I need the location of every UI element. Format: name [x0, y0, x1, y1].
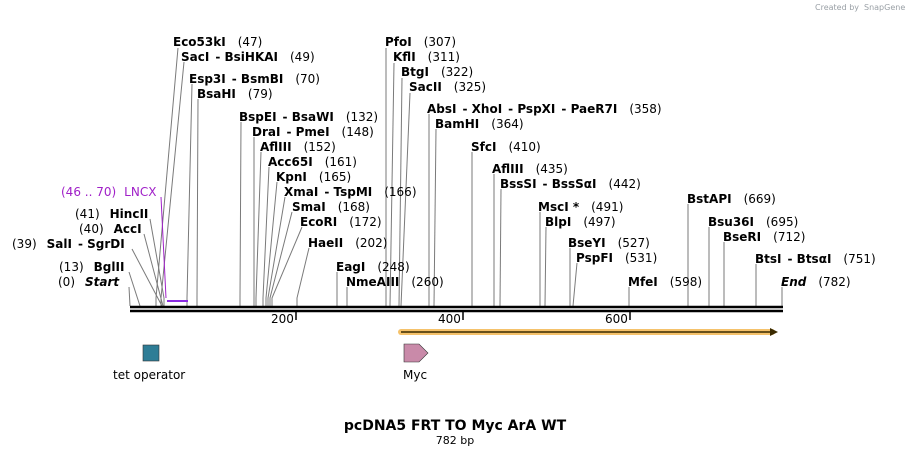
map-title: pcDNA5 FRT TO Myc ArA WT: [344, 418, 567, 434]
connector-bsssi: [499, 188, 502, 307]
connector-sacii: [400, 92, 411, 307]
primer-label-lncx[interactable]: (46 .. 70) LNCX: [61, 185, 156, 199]
connector-afliii-1: [255, 151, 262, 306]
site-bsahi[interactable]: BsaHI (79): [197, 87, 273, 101]
site-saci-bsihkai[interactable]: SacI - BsiHKAI (49): [181, 50, 315, 64]
site-afliii-2[interactable]: AflIII (435): [492, 162, 568, 176]
primer-name: LNCX: [124, 185, 156, 199]
site-bseri[interactable]: BseRI (712): [723, 230, 805, 244]
connector-eco53ki: [155, 47, 179, 306]
primer-connector: [160, 196, 167, 299]
connector-blpi: [544, 226, 547, 307]
site-btsi-btsai[interactable]: BtsI - BtsαI (751): [755, 252, 876, 266]
connector-xmai: [267, 196, 286, 306]
site-blpi[interactable]: BlpI (497): [545, 215, 616, 229]
site-smai[interactable]: SmaI (168): [292, 200, 370, 214]
connector-hincii: [149, 218, 165, 306]
site-btgi[interactable]: BtgI (322): [401, 65, 473, 79]
tick-label-600: 600: [605, 312, 628, 326]
site-bamhi[interactable]: BamHI (364): [435, 117, 524, 131]
connector-smai: [269, 211, 293, 306]
primer-range: (46 .. 70): [61, 185, 116, 199]
site-esp3i-bsmbi[interactable]: Esp3I - BsmBI (70): [189, 72, 320, 86]
site-xmai-tspmi[interactable]: XmaI - TspMI (166): [284, 185, 417, 199]
site-pfoi[interactable]: PfoI (307): [385, 35, 456, 49]
connector-btgi: [398, 77, 403, 307]
site-bsssi-bsssai[interactable]: BssSI - BssSαI (442): [500, 177, 641, 191]
feature-tet-operator-box[interactable]: [142, 344, 160, 362]
connector-start: [128, 286, 131, 307]
site-ecori[interactable]: EcoRI (172): [300, 215, 382, 229]
tick-label-200: 200: [271, 312, 294, 326]
connector-bsahi: [196, 98, 199, 306]
map-length: 782 bp: [436, 434, 474, 447]
site-bstapi[interactable]: BstAPI (669): [687, 192, 776, 206]
feature-label-myc: Myc: [403, 368, 427, 382]
connector-ecori: [271, 226, 303, 306]
connector-kpni: [265, 181, 278, 306]
site-bglii[interactable]: (13) BglII: [59, 260, 124, 274]
site-haeii[interactable]: HaeII (202): [308, 236, 388, 250]
feature-label-tet-operator: tet operator: [113, 368, 185, 382]
connector-bspei: [239, 121, 242, 306]
feature-myc-arrow[interactable]: [403, 343, 429, 363]
connector-kfli: [389, 62, 395, 307]
connector-esp3i: [186, 83, 193, 306]
site-eagi[interactable]: EagI (248): [336, 260, 410, 274]
connector-pspfi: [572, 262, 578, 307]
site-sfci[interactable]: SfcI (410): [471, 140, 541, 154]
site-msci[interactable]: MscI * (491): [538, 200, 623, 214]
site-sali-sgrdi[interactable]: (39) SalI - SgrDI: [12, 237, 125, 251]
connector-bamhi: [433, 128, 437, 307]
site-afliii[interactable]: AflIII (152): [260, 140, 336, 154]
site-bsu36i[interactable]: Bsu36I (695): [708, 215, 798, 229]
site-bseyi[interactable]: BseYI (527): [568, 236, 650, 250]
credit-text: Created by: [815, 3, 859, 12]
site-sacii[interactable]: SacII (325): [409, 80, 486, 94]
site-start[interactable]: (0) Start: [58, 275, 120, 289]
site-connectors: [128, 47, 783, 307]
connector-haeii: [296, 247, 310, 306]
site-labels: Eco53kI (47) SacI - BsiHKAI (49) Esp3I - Bsm…: [12, 35, 876, 289]
site-pspfi[interactable]: PspFI (531): [576, 251, 657, 265]
site-drai-pmei[interactable]: DraI - PmeI (148): [252, 125, 374, 139]
site-eco53ki[interactable]: Eco53kI (47): [173, 35, 262, 49]
tick-label-400: 400: [438, 312, 461, 326]
site-acci[interactable]: (40) AccI: [79, 222, 142, 236]
site-bspei-bsawi[interactable]: BspEI - BsaWI (132): [239, 110, 378, 124]
credit-brand: SnapGene: [864, 3, 905, 12]
site-kpni[interactable]: KpnI (165): [276, 170, 351, 184]
connector-bglii: [128, 271, 141, 307]
connector-acc65i: [262, 166, 270, 306]
site-acc65i[interactable]: Acc65I (161): [268, 155, 357, 169]
ruler-ticks: 200 400 600: [271, 312, 631, 326]
site-kfli[interactable]: KflI (311): [393, 50, 460, 64]
site-absi-xhoi-pspxi-paer7i[interactable]: AbsI - XhoI - PspXI - PaeR7I (358): [427, 102, 662, 116]
site-mfei[interactable]: MfeI (598): [628, 275, 702, 289]
orf-arrow[interactable]: [398, 328, 778, 336]
site-nmeaiii[interactable]: NmeAIII (260): [346, 275, 444, 289]
connector-sali: [131, 248, 163, 307]
site-hincii[interactable]: (41) HincII: [75, 207, 148, 221]
connector-acci: [143, 233, 164, 307]
site-end[interactable]: End (782): [781, 275, 851, 289]
